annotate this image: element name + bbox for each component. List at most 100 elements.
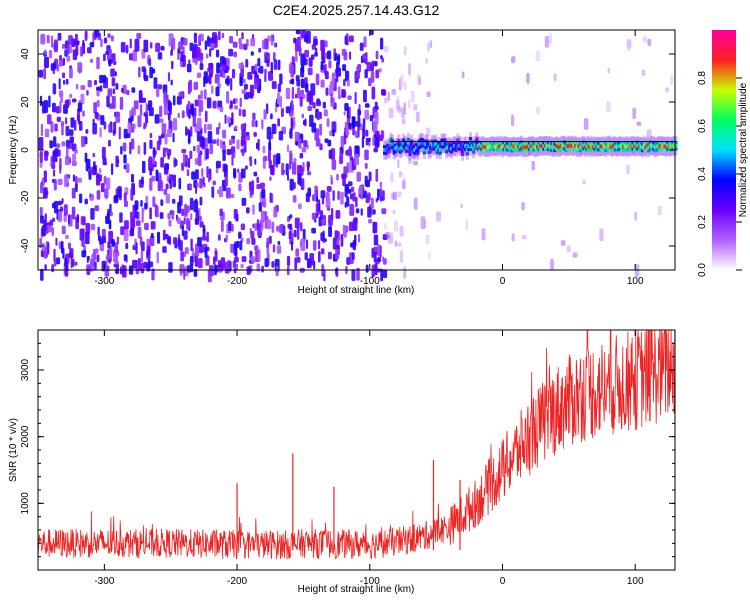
spectrogram-cell — [180, 50, 183, 64]
spectrogram-cell — [346, 196, 350, 207]
spectrogram-cell — [380, 37, 384, 50]
spectrogram-cell — [304, 118, 307, 127]
spectrogram-cell — [204, 89, 207, 100]
spectrogram-cell — [120, 146, 123, 155]
spectrogram-cell — [398, 171, 403, 178]
spectrogram-cell — [64, 155, 70, 166]
spectrogram-cell — [297, 139, 300, 148]
signal-core — [519, 143, 523, 148]
spectrogram-cell — [44, 190, 49, 196]
spectrogram-cell — [55, 143, 61, 148]
spectrogram-cell — [233, 51, 238, 58]
spectrogram-cell — [89, 258, 94, 272]
spectrogram-cell — [233, 268, 237, 274]
spectrogram-cell — [460, 203, 463, 209]
signal-core — [459, 144, 463, 149]
signal-core — [550, 145, 554, 149]
spectrogram-cell — [271, 261, 275, 268]
spectrogram-cell — [168, 99, 171, 112]
spectrogram-cell — [82, 39, 85, 46]
spectrogram-cell — [375, 50, 379, 60]
spectrogram-cell — [397, 242, 402, 247]
spectrogram-cell — [583, 118, 589, 130]
signal-core — [567, 144, 571, 149]
spectrogram-cell — [38, 69, 44, 78]
spectrogram-cell — [249, 185, 254, 196]
spectrogram-cell — [286, 144, 290, 153]
spectrogram-cell — [352, 192, 356, 202]
spectrogram-cell — [113, 249, 119, 263]
spectrogram-cell — [316, 111, 320, 121]
spectrogram-cell — [366, 192, 371, 201]
spectrogram-cell — [379, 188, 383, 198]
spectrogram-cell — [295, 248, 300, 257]
spectrogram-cell — [270, 34, 274, 46]
spectrogram-cell — [130, 173, 135, 183]
spectrogram-cell — [342, 64, 347, 72]
spectrogram-cell — [270, 61, 273, 74]
spectrogram-cell — [371, 247, 374, 258]
spectrogram-cell — [347, 79, 350, 87]
spectrogram-cell — [299, 96, 303, 107]
spectrogram-cell — [343, 131, 347, 145]
spectrogram-cell — [348, 221, 354, 232]
signal-core — [445, 146, 449, 151]
spectrogram-cell — [193, 81, 199, 90]
y-tick-label: -40 — [20, 238, 31, 253]
spectrogram-cell — [327, 50, 332, 60]
spectrogram-cell — [145, 111, 149, 124]
spectrogram-cell — [195, 169, 199, 180]
spectrogram-cell — [354, 91, 357, 105]
spectrogram-cell — [74, 149, 78, 154]
spectrogram-cell — [222, 64, 227, 71]
spectrogram-cell — [62, 79, 66, 85]
spectrogram-cell — [133, 100, 139, 110]
spectrogram-cell — [211, 186, 215, 198]
spectrogram-cell — [641, 69, 646, 76]
spectrogram-cell — [211, 139, 217, 144]
spectrogram-cell — [182, 153, 186, 167]
spectrogram-cell — [238, 183, 242, 192]
signal-core — [529, 144, 533, 149]
spectrogram-cell — [59, 157, 62, 171]
spectrogram-cell — [373, 251, 377, 263]
spectrogram-cell — [155, 42, 161, 53]
spectrogram-cell — [553, 73, 557, 82]
spectrogram-cell — [254, 158, 257, 165]
spectrogram-cell — [141, 207, 145, 213]
spectrogram-cell — [190, 264, 194, 273]
spectrogram-cell — [289, 130, 293, 136]
x-tick-label: -100 — [360, 576, 380, 587]
spectrogram-cell — [381, 89, 387, 96]
spectrogram-cell — [343, 111, 346, 116]
spectrogram-cell — [131, 138, 135, 150]
spectrogram-cell — [172, 237, 178, 245]
spectrogram-cell — [231, 154, 234, 166]
spectrogram-cell — [205, 137, 209, 148]
signal-core — [661, 144, 665, 149]
spectrogram-cell — [310, 83, 316, 96]
spectrogram-cell — [60, 93, 63, 103]
spectrogram-cell — [297, 203, 302, 210]
spectrogram-cell — [72, 153, 77, 167]
spectrogram-cell — [228, 48, 233, 57]
spectrogram-cell — [290, 117, 293, 131]
spectrogram-cell — [413, 104, 418, 111]
spectrogram-cell — [43, 68, 47, 80]
spectrogram-cell — [76, 214, 80, 223]
colorbar-gradient — [712, 30, 736, 270]
spectrogram-cell — [174, 159, 178, 167]
signal-core — [427, 147, 431, 152]
spectrogram-cell — [208, 76, 212, 85]
spectrogram-cell — [162, 229, 166, 241]
spectrogram-cell — [119, 96, 124, 110]
spectrogram-cell — [347, 95, 352, 100]
spectrogram-cell — [115, 82, 119, 90]
spectrogram-cell — [53, 248, 56, 262]
spectrogram-cell — [260, 218, 264, 231]
spectrogram-cell — [160, 45, 165, 51]
spectrogram-cell — [111, 238, 115, 246]
signal-core — [496, 143, 500, 148]
spectrogram-cell — [137, 115, 142, 128]
